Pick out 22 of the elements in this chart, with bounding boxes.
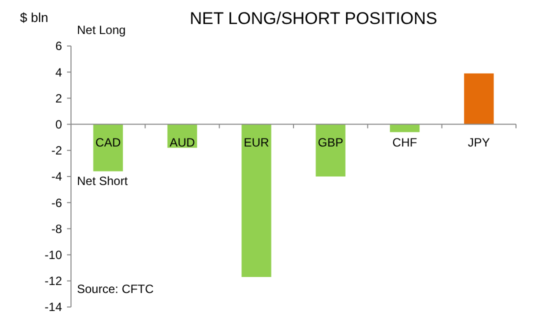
annotation: Source: CFTC xyxy=(77,282,154,296)
y-tick-label: -8 xyxy=(51,222,62,236)
chart-title: NET LONG/SHORT POSITIONS xyxy=(190,9,438,28)
y-tick-label: -12 xyxy=(44,274,62,288)
y-tick-label: -10 xyxy=(44,248,62,262)
y-tick-label: -4 xyxy=(51,170,62,184)
x-tick-label: CHF xyxy=(392,135,418,150)
text: Net Long xyxy=(77,23,126,37)
annotation: Net Short xyxy=(77,174,128,188)
x-tick-label: CAD xyxy=(95,135,122,150)
y-tick-label: -14 xyxy=(44,300,62,314)
x-tick-label: EUR xyxy=(244,135,270,150)
y-tick-label: 2 xyxy=(55,91,62,106)
x-tick-label: GBP xyxy=(318,135,344,150)
y-axis-title: $ bln xyxy=(20,10,48,25)
y-tick-label: 0 xyxy=(55,118,62,132)
x-tick-label: AUD xyxy=(170,135,196,150)
y-tick-label: -2 xyxy=(51,144,62,158)
y-tick-label: 4 xyxy=(55,65,62,80)
y-tick-label: -6 xyxy=(51,196,62,210)
y-tick-label: 6 xyxy=(55,39,62,54)
x-tick-label: JPY xyxy=(468,135,490,150)
